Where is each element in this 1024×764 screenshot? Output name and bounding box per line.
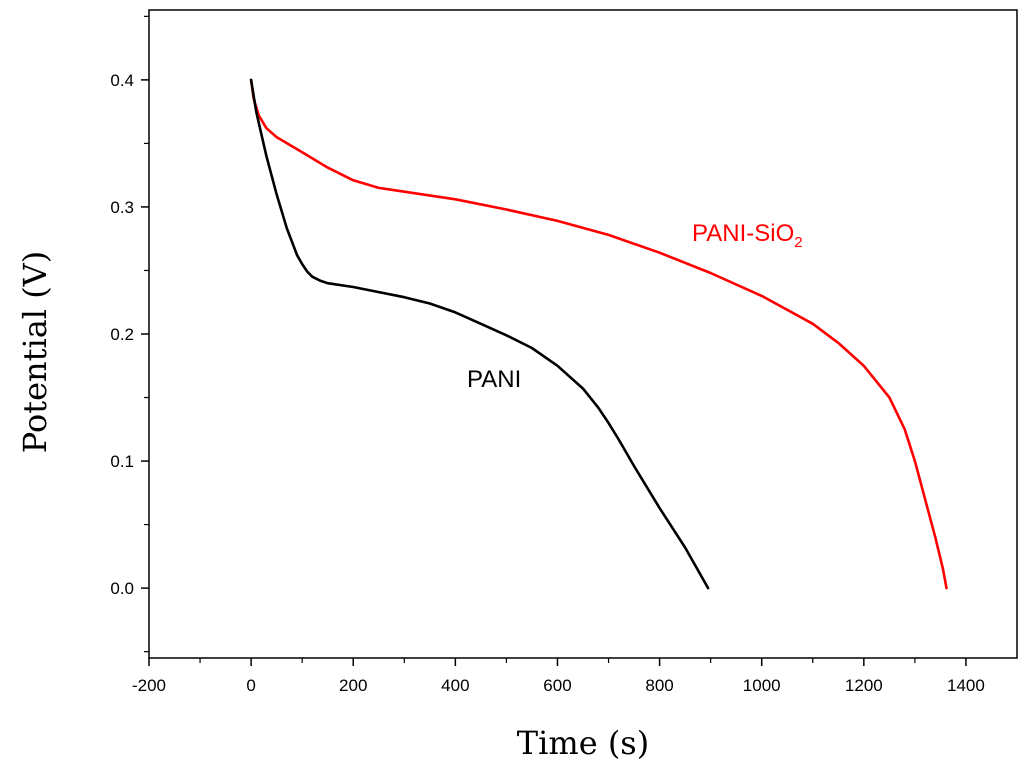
x-axis: -200 0 200 400 600 800 1000 1200 1400 [132, 658, 985, 695]
y-tick-label: 0.3 [110, 198, 134, 217]
y-tick-label: 0.1 [110, 452, 134, 471]
y-axis: 0.0 0.1 0.2 0.3 0.4 [110, 15, 149, 653]
series-label-pani-sio2-subscript: 2 [794, 234, 802, 251]
series-label-pani-main: PANI [467, 366, 521, 393]
y-axis-title: Potential (V) [16, 251, 54, 454]
y-tick-label: 0.4 [110, 71, 134, 90]
x-tick-label: 0 [246, 676, 255, 695]
x-tick-label: 1200 [845, 676, 883, 695]
x-tick-label: 1000 [743, 676, 781, 695]
series-label-pani-sio2-main: PANI-SiO [692, 220, 794, 247]
series-layer [249, 78, 948, 590]
x-tick-label: -200 [132, 676, 166, 695]
x-tick-label: 200 [339, 676, 367, 695]
plot-frame [148, 9, 1018, 659]
series-label-pani-sio2: PANI-SiO2 [692, 220, 803, 251]
x-axis-title: Time (s) [517, 724, 649, 762]
x-tick-label: 1400 [947, 676, 985, 695]
x-tick-label: 400 [441, 676, 469, 695]
y-tick-label: 0.0 [110, 579, 134, 598]
series-label-pani: PANI [467, 366, 521, 393]
x-tick-label: 800 [645, 676, 673, 695]
series-line-pani [249, 78, 710, 590]
x-tick-label: 600 [543, 676, 571, 695]
y-tick-label: 0.2 [110, 325, 134, 344]
series-line-pani-sio2 [249, 78, 948, 590]
